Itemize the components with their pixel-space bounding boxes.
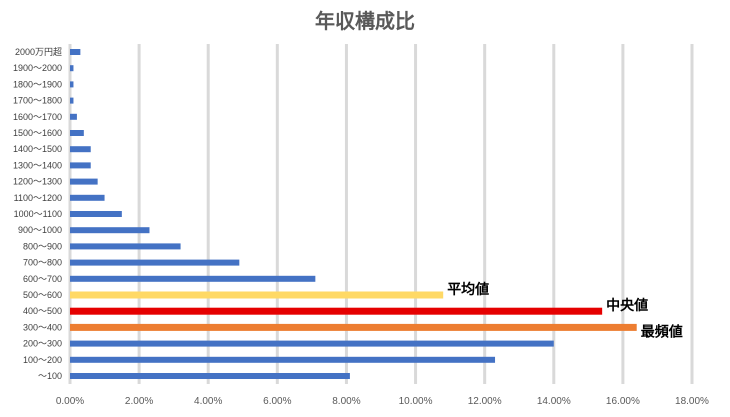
annotations: 最頻値 中央値 平均値 — [447, 281, 683, 340]
y-tick-label: 1900～2000 — [13, 63, 62, 73]
y-tick-label: 900～1000 — [18, 225, 62, 235]
bar-100～200 — [70, 356, 496, 363]
x-tick-label: 10.00% — [399, 396, 433, 407]
bar-1200～1300 — [70, 178, 98, 185]
x-axis-labels: 0.00% 2.00% 4.00% 6.00% 8.00% 10.00% 12.00% 14.… — [56, 396, 709, 407]
y-tick-label: 100～200 — [23, 355, 62, 365]
y-tick-label: 300～400 — [23, 322, 62, 332]
y-tick-label: 200～300 — [23, 339, 62, 349]
x-tick-label: 8.00% — [332, 396, 360, 407]
x-tick-label: 6.00% — [263, 396, 291, 407]
y-tick-label: 700～800 — [23, 258, 62, 268]
y-tick-label: 1700～1800 — [13, 96, 62, 106]
y-tick-label: 600～700 — [23, 274, 62, 284]
y-tick-label: 1100～1200 — [14, 193, 62, 203]
x-tick-label: 14.00% — [537, 396, 571, 407]
annotation-median: 中央値 — [606, 297, 648, 314]
x-tick-label: 18.00% — [675, 396, 709, 407]
bar-～100 — [70, 373, 350, 379]
chart-title: 年収構成比 — [315, 9, 415, 33]
bar-400～500 — [70, 307, 603, 315]
bar-300～400 — [70, 323, 637, 331]
x-tick-label: 12.00% — [468, 396, 502, 407]
bar-1000～1100 — [70, 211, 122, 217]
bar-200～300 — [70, 340, 554, 347]
bar-1700～1800 — [70, 97, 74, 104]
bar-1300～1400 — [70, 162, 91, 169]
bar-1800～1900 — [70, 81, 74, 88]
bar-1900～2000 — [70, 65, 74, 72]
bar-900～1000 — [70, 227, 150, 234]
y-tick-label: 500～600 — [23, 290, 62, 300]
bar-2000万円超 — [70, 49, 81, 55]
bar-1100～1200 — [70, 194, 105, 201]
bar-700～800 — [70, 259, 240, 266]
y-tick-label: 1600～1700 — [13, 112, 62, 122]
y-tick-label: 400～500 — [23, 306, 62, 316]
x-tick-label: 16.00% — [606, 396, 640, 407]
y-tick-label: 1800～1900 — [13, 79, 62, 89]
y-tick-label: 2000万円超 — [15, 46, 62, 57]
bar-1500～1600 — [70, 130, 84, 136]
y-tick-label: 1000～1100 — [14, 209, 62, 219]
bars — [70, 49, 637, 379]
bar-600～700 — [70, 275, 316, 282]
annotation-mean: 平均値 — [447, 281, 489, 298]
x-tick-label: 2.00% — [125, 396, 153, 407]
y-tick-label: 1200～1300 — [13, 177, 62, 187]
x-tick-label: 0.00% — [56, 396, 84, 407]
y-axis-labels: ～100 100～200 200～300 300～400 400～500 500～600 6… — [13, 46, 62, 381]
x-tick-label: 4.00% — [194, 396, 222, 407]
bar-1400～1500 — [70, 146, 91, 153]
y-tick-label: 1500～1600 — [13, 128, 62, 138]
y-tick-label: 1400～1500 — [13, 144, 62, 154]
y-tick-label: ～100 — [38, 371, 62, 381]
bar-1600～1700 — [70, 113, 77, 120]
gridlines — [68, 44, 694, 384]
bar-800～900 — [70, 243, 181, 250]
bar-500～600 — [70, 291, 444, 299]
y-tick-label: 800～900 — [23, 241, 62, 251]
annotation-mode: 最頻値 — [641, 323, 683, 340]
y-tick-label: 1300～1400 — [13, 160, 62, 170]
